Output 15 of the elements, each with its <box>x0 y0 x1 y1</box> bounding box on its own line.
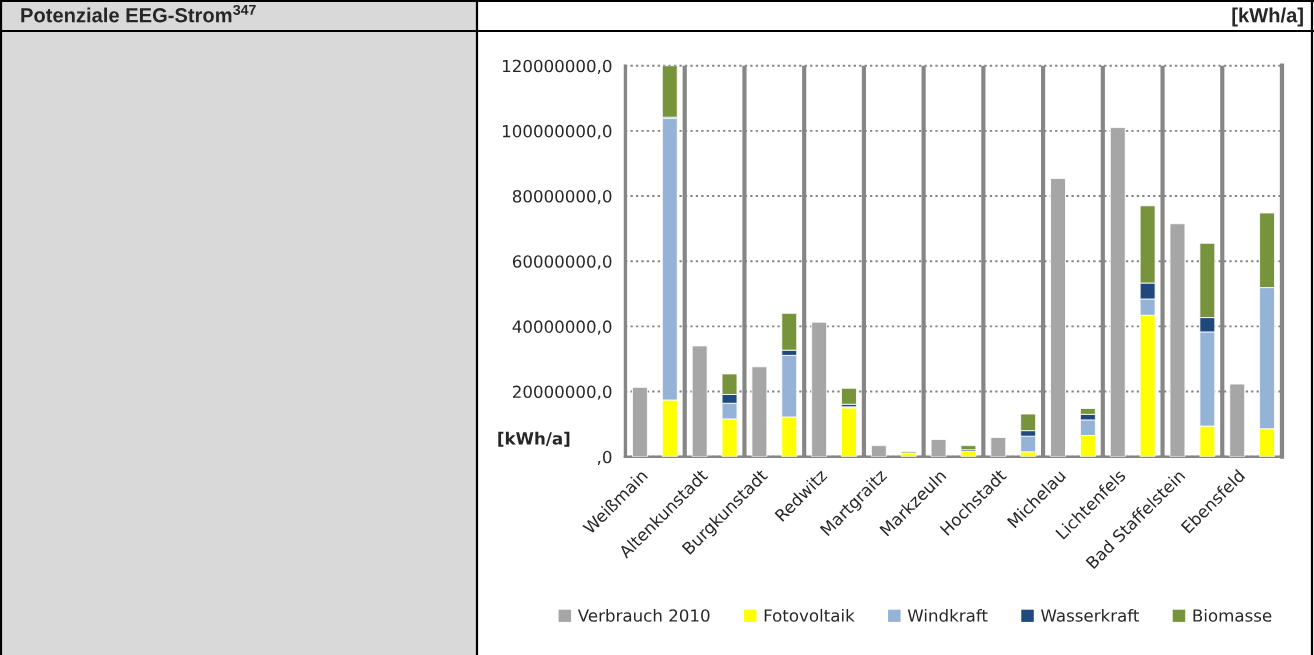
legend-label: Fotovoltaik <box>764 608 855 622</box>
y-axis-title: [kWh/a] <box>498 431 570 447</box>
legend-label: Verbrauch 2010 <box>577 608 710 622</box>
y-tick-label: 40000000,0 <box>512 320 612 335</box>
y-tick-label: 60000000,0 <box>512 255 612 270</box>
legend-label: Wasserkraft <box>1041 608 1139 622</box>
legend-label: Biomasse <box>1193 608 1272 622</box>
legend-label: Windkraft <box>907 608 988 622</box>
text: Potenziale EEG-Strom$^{347}$ <box>21 4 256 23</box>
y-tick-label: 120000000,0 <box>502 59 612 74</box>
y-tick-label: 20000000,0 <box>512 385 612 400</box>
chart-subtitle: [kWh/a] <box>1232 7 1303 27</box>
y-tick-label: 80000000,0 <box>512 190 612 205</box>
y-tick-label: 100000000,0 <box>502 124 612 140</box>
y-tick-label: ,0 <box>597 450 612 465</box>
